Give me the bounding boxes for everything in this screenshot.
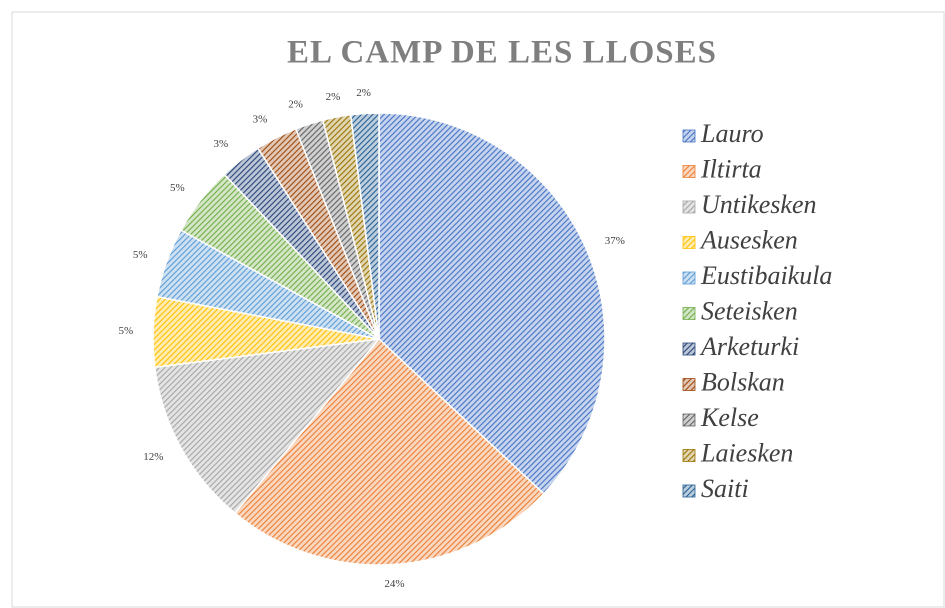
legend-label: Saiti — [701, 474, 749, 503]
data-label: 2% — [326, 91, 341, 103]
data-label: 24% — [384, 578, 404, 590]
legend-label: Bolskan — [701, 367, 785, 396]
legend-label: Eustibaikula — [700, 261, 832, 290]
legend-swatch — [682, 165, 696, 178]
data-label: 5% — [133, 249, 148, 261]
legend-swatch — [682, 307, 696, 320]
data-label: 5% — [170, 182, 185, 194]
legend-swatch — [682, 449, 696, 462]
data-label: 5% — [118, 325, 133, 337]
legend-label: Lauro — [700, 119, 764, 148]
legend-swatch — [682, 129, 696, 143]
legend-label: Iltirta — [700, 154, 762, 183]
data-label: 3% — [253, 113, 268, 125]
data-label: 37% — [605, 235, 625, 247]
data-label: 2% — [288, 99, 303, 111]
pie-slice — [349, 112, 380, 340]
pie-slice — [153, 338, 381, 515]
data-label: 3% — [214, 138, 229, 150]
legend-swatch — [682, 413, 696, 427]
data-label: 2% — [356, 87, 371, 99]
legend-label: Kelse — [700, 403, 759, 432]
pie-slice — [233, 337, 545, 566]
legend-swatch — [682, 271, 696, 285]
legend-label: Untikesken — [701, 190, 817, 219]
legend-swatch — [682, 484, 696, 498]
legend-label: Arketurki — [699, 332, 799, 361]
legend-label: Laiesken — [700, 438, 793, 467]
legend-swatch — [682, 342, 696, 356]
pie-slice — [378, 112, 606, 495]
legend-label: Ausesken — [699, 225, 798, 254]
chart-title: EL CAMP DE LES LLOSES — [287, 35, 717, 71]
data-label: 12% — [143, 451, 163, 463]
legend-swatch — [682, 200, 696, 214]
legend-swatch — [682, 378, 696, 391]
legend-label: Seteisken — [701, 296, 798, 325]
legend-swatch — [682, 236, 696, 249]
